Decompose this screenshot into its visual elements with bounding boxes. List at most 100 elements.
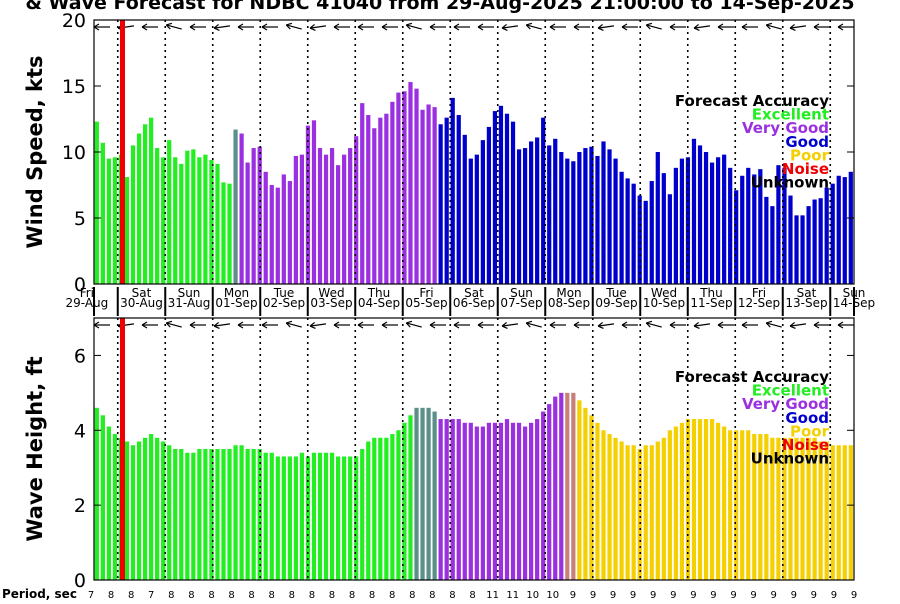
date-label: 29-Aug (65, 296, 108, 310)
arrow-head (789, 23, 796, 31)
bar (806, 206, 811, 284)
bar (691, 419, 697, 580)
bar (329, 148, 335, 284)
arrow-shaft (766, 322, 782, 328)
arrow-shaft (526, 322, 542, 328)
direction-arrow (789, 321, 807, 329)
y-tick-label: 5 (74, 208, 86, 230)
bar (740, 430, 745, 580)
bar (372, 128, 377, 284)
bar (703, 152, 709, 284)
bar (112, 157, 118, 284)
period-value-label: 8 (349, 590, 355, 600)
period-value-label: 8 (409, 590, 415, 600)
bar (679, 422, 685, 580)
bar (414, 88, 419, 284)
arrow-head (285, 22, 293, 30)
period-axis-label: Period, sec (2, 587, 77, 600)
bar (203, 449, 208, 580)
bar (667, 194, 672, 284)
arrow-shaft (693, 323, 711, 327)
arrow-head (429, 23, 436, 31)
bar (758, 169, 763, 284)
bar (233, 129, 238, 284)
y-tick-label: 10 (62, 142, 86, 164)
direction-arrow (765, 320, 782, 328)
bar (390, 101, 395, 284)
bar (179, 163, 184, 284)
bar (287, 181, 292, 284)
bar (631, 183, 636, 284)
bar (637, 449, 642, 580)
arrow-shaft (309, 25, 327, 29)
bar (130, 145, 136, 284)
bar (595, 155, 600, 284)
bar (577, 400, 582, 580)
period-value-label: 11 (486, 590, 499, 600)
arrow-head (141, 23, 148, 31)
bar (516, 422, 522, 580)
y-tick-label: 20 (62, 10, 86, 32)
bar (124, 177, 130, 284)
arrow-head (189, 23, 196, 31)
bar (631, 445, 636, 580)
bar (625, 178, 630, 284)
bar (800, 215, 805, 284)
bar (149, 434, 154, 580)
bar (492, 422, 498, 580)
bar (589, 146, 594, 284)
bar (516, 149, 522, 284)
arrow-head (357, 23, 364, 31)
bar (752, 174, 757, 284)
bar (607, 149, 612, 284)
arrow-head (693, 23, 700, 31)
bar (655, 441, 660, 580)
arrow-head (501, 321, 508, 329)
arrow-head (693, 321, 700, 329)
y-tick-label: 15 (62, 76, 86, 98)
bar (209, 159, 214, 284)
bar (432, 411, 437, 580)
date-label: 06-Sep (453, 296, 495, 310)
bar (378, 437, 383, 580)
bar (486, 126, 492, 284)
direction-arrow (213, 321, 231, 329)
period-value-label: 9 (590, 590, 596, 600)
bar (444, 117, 449, 285)
direction-arrow (213, 23, 231, 31)
legend-title: Forecast Accuracy (675, 368, 829, 386)
direction-arrow (741, 23, 758, 31)
bar (251, 148, 256, 284)
arrow-head (645, 320, 653, 328)
bar (486, 422, 492, 580)
direction-arrow (597, 321, 615, 329)
bar (191, 149, 196, 284)
period-value-label: 8 (369, 590, 375, 600)
bar (185, 150, 190, 284)
period-value-label: 8 (389, 590, 395, 600)
bar (456, 419, 461, 580)
legend-item-good: Good (785, 133, 829, 151)
direction-arrow (189, 321, 206, 329)
bar (607, 434, 612, 580)
plot-area (94, 20, 854, 284)
bar (239, 445, 244, 580)
date-label: 10-Sep (643, 296, 685, 310)
bar (329, 452, 335, 580)
bar (354, 136, 359, 284)
wave-height-panel: 0 2 4 6 Wave Height, ft Forecast AccuracyExce… (23, 317, 855, 592)
bar (734, 190, 739, 284)
bar (100, 415, 105, 580)
period-value-label: 8 (429, 590, 435, 600)
legend-item-very-good: Very Good (742, 395, 829, 413)
y-axis-label: Wind Speed, kts (23, 55, 47, 248)
arrow-head (357, 321, 364, 329)
direction-arrow (813, 23, 830, 31)
date-label: 08-Sep (548, 296, 590, 310)
direction-arrow (573, 23, 590, 31)
y-tick-label: 0 (74, 274, 86, 296)
bar (450, 419, 455, 580)
arrow-shaft (693, 25, 711, 29)
bar (836, 445, 841, 580)
bar (697, 145, 703, 284)
